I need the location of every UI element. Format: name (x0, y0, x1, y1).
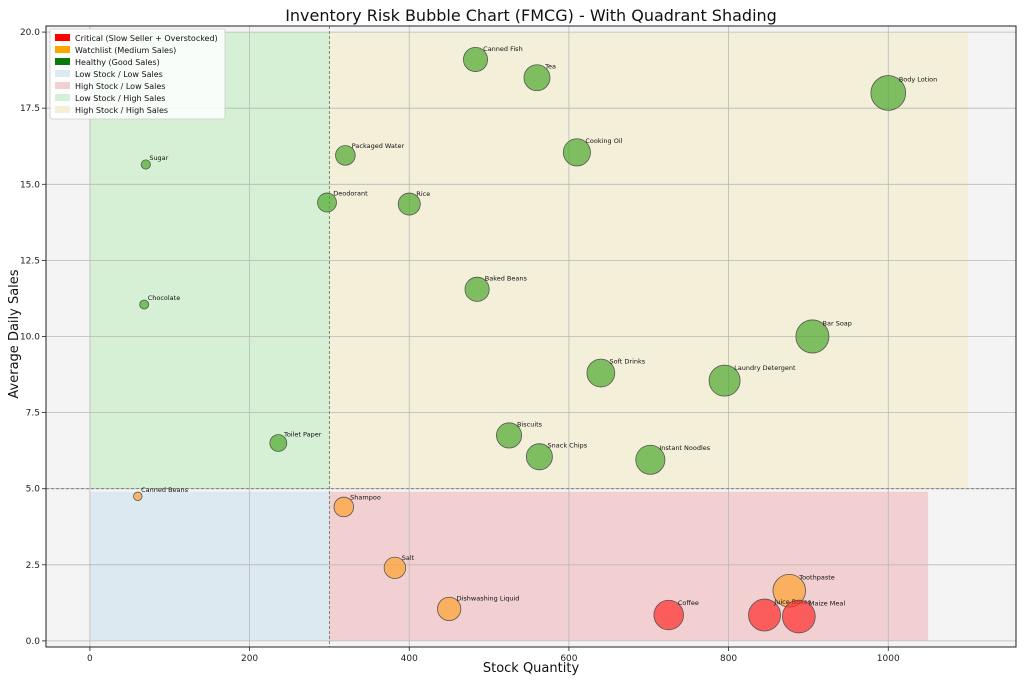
x-tick-label: 400 (401, 654, 418, 664)
bubble-label: Coffee (678, 599, 699, 607)
legend-swatch (55, 82, 70, 89)
bubble-body-lotion[interactable] (870, 75, 907, 111)
bubble-label: Baked Beans (485, 275, 528, 283)
legend-label: Low Stock / Low Sales (75, 70, 163, 79)
bubble-label: Canned Fish (483, 45, 523, 53)
bubble-soft-drinks[interactable] (586, 358, 616, 388)
bubble-label: Biscuits (517, 421, 543, 429)
legend: Critical (Slow Seller + Overstocked) Watc… (49, 28, 226, 120)
bubble-canned-fish[interactable] (463, 46, 489, 72)
bubble-label: Chocolate (148, 294, 181, 302)
bubble-juice-boxes[interactable] (748, 598, 781, 632)
bubble-label: Toothpaste (798, 574, 835, 582)
bubble-biscuits[interactable] (496, 422, 523, 449)
bubble-label: Canned Beans (141, 486, 189, 494)
bubble-baked-beans[interactable] (464, 276, 490, 302)
bubble-maize-meal[interactable] (782, 599, 816, 634)
bubble-snack-chips[interactable] (525, 443, 553, 471)
bubble-packaged-water[interactable] (335, 145, 356, 166)
y-tick-label: 12.5 (20, 256, 40, 266)
bubble-label: Sugar (149, 154, 168, 162)
y-tick-label: 10.0 (20, 333, 40, 343)
y-tick-label: 20.0 (20, 28, 40, 38)
legend-label: High Stock / Low Sales (75, 82, 165, 91)
bubble-toilet-paper[interactable] (269, 434, 288, 452)
legend-box (49, 28, 226, 120)
bubble-label: Snack Chips (548, 442, 588, 450)
x-tick-label: 800 (720, 654, 737, 664)
legend-swatch (55, 58, 70, 65)
legend-swatch (55, 106, 70, 113)
bubble-label: Dishwashing Liquid (457, 595, 520, 603)
y-tick-label: 15.0 (20, 180, 40, 190)
bubble-canned-beans[interactable] (133, 491, 143, 501)
bubble-label: Salt (402, 554, 415, 562)
bubble-series: Canned Fish Tea Body Lotion Sugar Packaged W… (133, 45, 937, 634)
bubble-salt[interactable] (383, 556, 407, 580)
bubble-label: Cooking Oil (585, 137, 622, 145)
bubble-label: Soft Drinks (610, 357, 646, 365)
bubble-sugar[interactable] (140, 159, 151, 170)
bubble-coffee[interactable] (653, 599, 684, 631)
y-tick-label: 5.0 (26, 485, 41, 495)
legend-swatch (55, 94, 70, 101)
bubble-label: Bar Soap (823, 319, 852, 327)
legend-label: Watchlist (Medium Sales) (75, 46, 176, 55)
x-tick-label: 200 (241, 654, 258, 664)
bubble-label: Deodorant (333, 189, 368, 197)
bubble-label: Toilet Paper (283, 430, 322, 438)
bubble-instant-noodles[interactable] (635, 444, 666, 475)
bubble-label: Body Lotion (899, 75, 937, 83)
chart-title: Inventory Risk Bubble Chart (FMCG) - Wit… (285, 6, 777, 25)
bubble-label: Instant Noodles (659, 444, 710, 452)
bubble-label: Rice (416, 190, 430, 198)
quadrant-low-low (89, 491, 330, 641)
legend-label: Low Stock / High Sales (75, 94, 165, 103)
legend-label: Healthy (Good Sales) (75, 58, 160, 67)
bubble-rice[interactable] (397, 192, 421, 216)
bubble-label: Laundry Detergent (734, 364, 796, 372)
plot-area: 0 200 400 600 800 1000 0.0 2.5 5.0 7.5 10.0 12.5 15.… (20, 25, 1017, 664)
bubble-shampoo[interactable] (333, 496, 354, 518)
bubble-label: Tea (544, 63, 556, 71)
legend-swatch (55, 70, 70, 77)
legend-label: Critical (Slow Seller + Overstocked) (75, 34, 218, 43)
bubble-bar-soap[interactable] (795, 319, 830, 354)
bubble-cooking-oil[interactable] (562, 138, 591, 167)
x-axis-title: Stock Quantity (483, 661, 580, 676)
bubble-deodorant[interactable] (317, 192, 337, 213)
y-tick-label: 7.5 (26, 409, 40, 419)
quadrant-high-low (329, 491, 929, 641)
bubble-laundry-detergent[interactable] (708, 364, 741, 397)
y-axis-title: Average Daily Sales (7, 269, 22, 398)
y-tick-label: 0.0 (26, 637, 41, 647)
legend-label: High Stock / High Sales (75, 106, 168, 115)
bubble-label: Shampoo (350, 494, 381, 502)
bubble-label: Maize Meal (809, 600, 845, 608)
legend-swatch (55, 34, 70, 41)
bubble-dishwashing-liquid[interactable] (437, 596, 462, 622)
y-tick-label: 17.5 (20, 104, 40, 114)
bubble-tea[interactable] (523, 64, 551, 92)
bubble-label: Packaged Water (352, 142, 405, 150)
legend-swatch (55, 46, 70, 53)
y-tick-label: 2.5 (26, 561, 40, 571)
x-tick-label: 1000 (877, 654, 900, 664)
x-tick-label: 600 (560, 654, 577, 664)
x-tick-label: 0 (87, 654, 93, 664)
bubble-chocolate[interactable] (139, 299, 150, 310)
